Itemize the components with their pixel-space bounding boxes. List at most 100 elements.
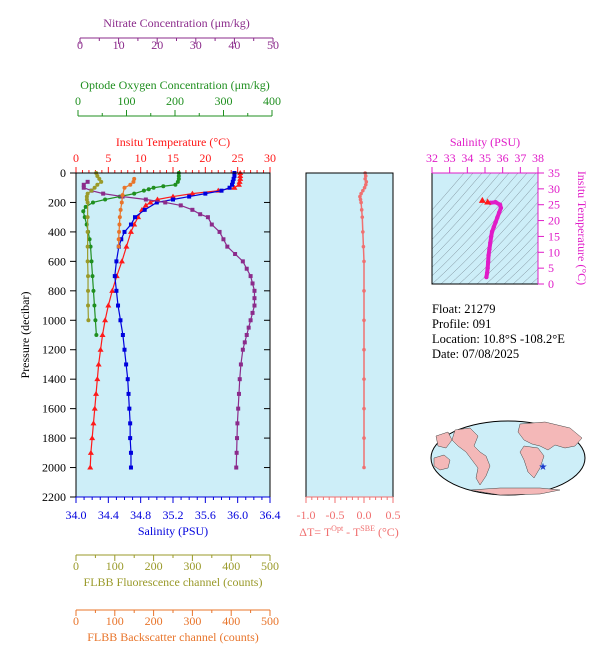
oxygen-point <box>146 187 151 192</box>
delta-t-axis-tick-label: 0.5 <box>386 508 401 522</box>
temperature-axis-tick-label: 20 <box>199 151 211 165</box>
temperature-point <box>118 258 125 264</box>
ts-point <box>488 240 493 245</box>
salinity-axis-tick-label: 36.4 <box>260 508 281 522</box>
oxygen-point <box>176 173 181 178</box>
temperature-point <box>170 193 176 199</box>
temperature-point <box>94 376 101 382</box>
delta-t-panel-background <box>306 173 393 497</box>
ts-point <box>485 265 490 271</box>
backscatter-axis-label: FLBB Backscatter channel (counts) <box>87 630 259 644</box>
salinity-point <box>126 391 131 396</box>
delta-t-point <box>359 191 363 196</box>
density-contour <box>432 173 492 240</box>
delta-t-point <box>362 289 366 293</box>
backscatter-axis-tick-label: 500 <box>261 614 279 628</box>
salinity-point <box>231 176 236 181</box>
salinity-point <box>120 333 125 337</box>
delta-t-point <box>361 188 365 193</box>
oxygen-point <box>83 204 88 209</box>
pressure-tick-label: 1600 <box>42 402 66 416</box>
temperature-point <box>147 199 154 205</box>
oxygen-point <box>141 188 146 193</box>
delta-t-point <box>358 194 362 199</box>
density-contour <box>458 201 538 284</box>
fluorescence-point <box>85 200 90 205</box>
salinity-axis-tick-label: 35.2 <box>163 508 184 522</box>
nitrate-point <box>81 182 86 187</box>
nitrate-point <box>235 436 240 441</box>
temperature-point <box>127 228 134 234</box>
delta-t-point <box>363 174 368 178</box>
delta-t-point <box>362 436 366 440</box>
salinity-point <box>125 377 130 382</box>
ts-salinity-tick-label: 36 <box>497 151 509 165</box>
temperature-axis-tick-label: 0 <box>73 151 79 165</box>
ts-point <box>497 202 503 207</box>
oxygen-point <box>87 237 92 242</box>
delta-t-axis-tick-label: -1.0 <box>297 508 316 522</box>
salinity-point <box>128 222 133 227</box>
temperature-axis-tick-label: 15 <box>167 151 179 165</box>
backscatter-point <box>120 193 125 198</box>
fluorescence-point <box>95 173 100 178</box>
ts-point <box>486 253 491 258</box>
salinity-point <box>171 197 175 202</box>
pressure-tick-label: 1400 <box>42 372 66 386</box>
density-contour <box>432 173 528 277</box>
fluorescence-point <box>86 318 91 323</box>
salinity-point <box>227 185 232 190</box>
temperature-point <box>237 172 244 178</box>
salinity-point <box>114 259 119 264</box>
delta-t-axis-tick-label: 0.0 <box>357 508 372 522</box>
fluorescence-point <box>89 188 94 193</box>
nitrate-point <box>234 465 239 470</box>
temperature-point <box>105 302 112 308</box>
temperature-point <box>91 405 98 411</box>
nitrate-series-line <box>83 181 256 468</box>
ts-surface-marker <box>478 196 486 203</box>
temperature-point <box>236 178 243 184</box>
temperature-point <box>90 420 97 426</box>
salinity-point <box>154 200 159 205</box>
salinity-axis-tick-label: 36.0 <box>227 508 248 522</box>
delta-t-point <box>364 180 369 184</box>
nitrate-point <box>209 222 214 227</box>
nitrate-point <box>81 185 86 190</box>
ts-density-contours <box>432 173 538 284</box>
salinity-point <box>122 347 127 352</box>
density-contour <box>432 173 474 221</box>
nitrate-point <box>242 340 247 345</box>
ts-temperature-tick-label: 20 <box>548 214 560 228</box>
pressure-tick-label: 400 <box>48 225 66 239</box>
world-map: ★ <box>430 420 586 496</box>
nitrate-point <box>163 200 168 205</box>
pressure-tick-label: 1000 <box>42 313 66 327</box>
oxygen-point <box>82 215 87 220</box>
density-contour <box>521 268 538 284</box>
pressure-tick-label: 800 <box>48 284 66 298</box>
ts-data <box>478 196 504 280</box>
nitrate-point <box>240 259 245 264</box>
fluorescence-point <box>92 185 97 190</box>
oxygen-point <box>93 318 98 323</box>
fluorescence-axis-tick-label: 300 <box>183 559 201 573</box>
temperature-point <box>189 190 196 196</box>
nitrate-point <box>252 296 257 301</box>
delta-t-point <box>362 259 366 264</box>
oxygen-point <box>94 333 99 337</box>
fluorescence-axis: 0 100 200 300 400 500 FLBB Fluorescence channe… <box>73 554 279 589</box>
backscatter-axis-tick-label: 100 <box>106 614 124 628</box>
oxygen-point <box>173 182 178 187</box>
density-contour <box>494 241 538 284</box>
main-panel-background <box>76 173 270 497</box>
backscatter-point <box>128 182 133 187</box>
ts-temperature-tick-label: 35 <box>548 166 560 180</box>
ts-salinity-tick-label: 37 <box>514 151 526 165</box>
density-contour <box>503 250 538 284</box>
oxygen-point <box>132 191 137 196</box>
oxygen-axis-label: Optode Oxygen Concentration (μm/kg) <box>80 78 269 92</box>
density-contour <box>432 173 501 250</box>
salinity-axis-tick-label: 34.8 <box>130 508 151 522</box>
